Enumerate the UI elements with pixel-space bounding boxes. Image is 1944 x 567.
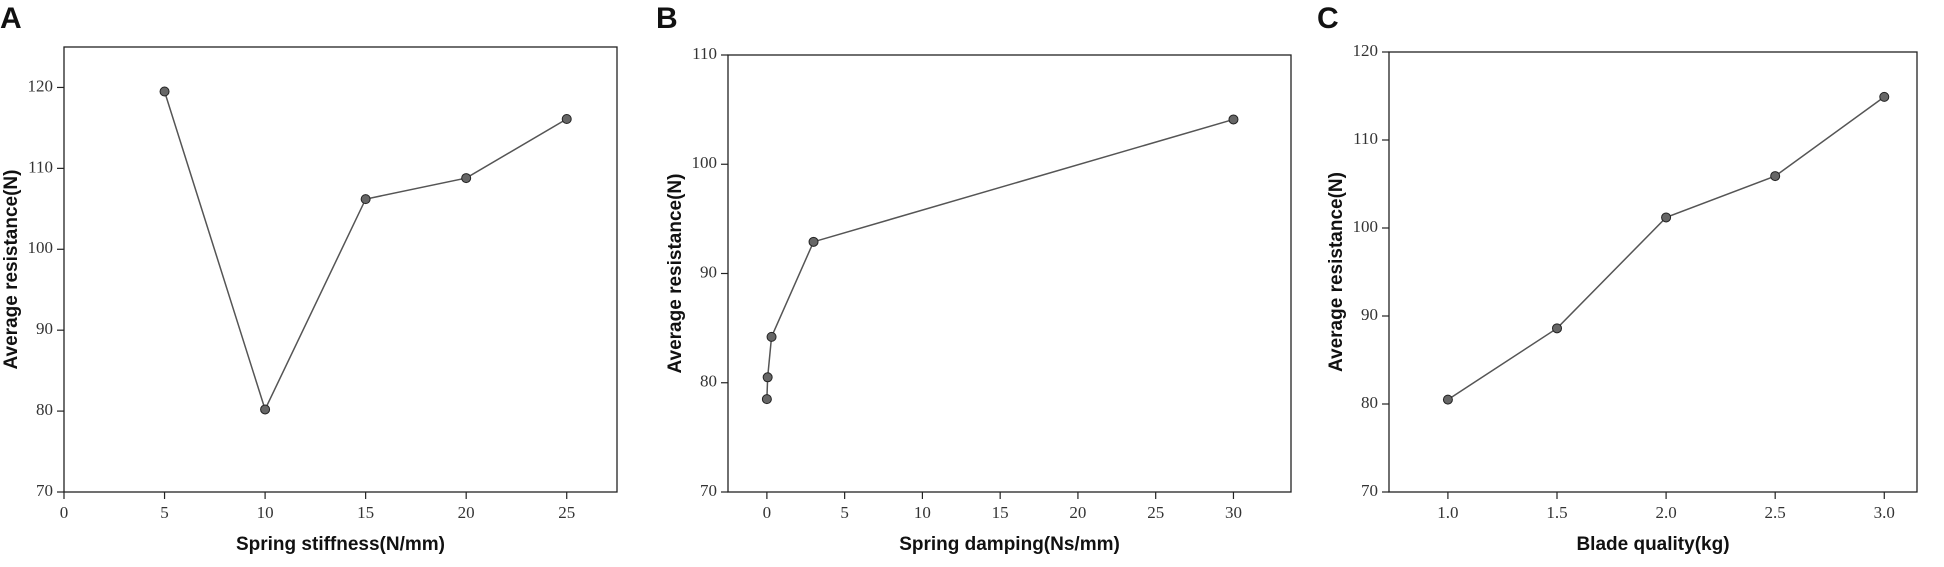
y-tick-label: 90	[1361, 305, 1378, 324]
data-line	[766, 118, 1234, 400]
data-point	[1770, 171, 1781, 182]
y-tick-label: 80	[700, 372, 717, 391]
x-tick-label: 15	[992, 503, 1009, 522]
x-tick-label: 15	[357, 503, 374, 522]
y-tick-label: 70	[700, 481, 717, 500]
x-axis-title: Spring damping(Ns/mm)	[899, 534, 1120, 555]
y-tick-label: 80	[36, 400, 53, 419]
x-axis-title: Spring stiffness(N/mm)	[236, 534, 445, 555]
y-axis-title: Average resistance(N)	[1326, 172, 1347, 372]
data-point	[1552, 323, 1562, 334]
x-tick-label: 1.5	[1546, 503, 1567, 522]
x-tick-label: 20	[1069, 503, 1086, 522]
data-point	[561, 114, 572, 125]
panel-letter: C	[1317, 2, 1339, 35]
x-tick-label: 2.5	[1765, 503, 1786, 522]
data-point	[360, 194, 371, 205]
x-tick-label: 25	[1147, 503, 1164, 522]
y-tick-label: 110	[1353, 129, 1378, 148]
y-tick-label: 120	[1353, 41, 1379, 60]
y-tick-label: 90	[36, 319, 53, 338]
y-axis-title: Average resistance(N)	[665, 174, 686, 374]
panel-letter: B	[656, 2, 678, 35]
data-point	[766, 331, 777, 342]
data-line	[1447, 96, 1885, 401]
plot-frame	[63, 46, 618, 493]
x-tick-label: 20	[458, 503, 475, 522]
data-point	[762, 372, 773, 383]
data-point	[1228, 114, 1239, 125]
y-tick-label: 80	[1361, 393, 1378, 412]
data-point	[761, 394, 772, 405]
y-tick-label: 100	[28, 238, 54, 257]
x-tick-label: 25	[558, 503, 575, 522]
y-tick-label: 110	[28, 157, 53, 176]
y-tick-label: 70	[1361, 481, 1378, 500]
y-axis-title: Average resistance(N)	[1, 170, 22, 370]
y-tick-label: 70	[36, 481, 53, 500]
data-point	[159, 86, 170, 97]
x-tick-label: 2.0	[1655, 503, 1676, 522]
y-tick-label: 120	[28, 76, 54, 95]
x-tick-label: 10	[257, 503, 274, 522]
data-point	[808, 236, 819, 247]
data-point	[461, 173, 472, 184]
y-tick-label: 100	[692, 153, 718, 172]
y-tick-label: 90	[700, 262, 717, 281]
data-point	[1879, 91, 1890, 102]
plot-frame	[727, 54, 1292, 493]
x-tick-label: 0	[763, 503, 772, 522]
plot-frame	[1388, 51, 1918, 493]
x-tick-label: 10	[914, 503, 931, 522]
panel-letter: A	[0, 2, 22, 35]
x-tick-label: 0	[60, 503, 69, 522]
data-point	[260, 404, 271, 415]
data-line	[163, 91, 568, 412]
x-tick-label: 5	[160, 503, 169, 522]
data-point	[1661, 212, 1672, 223]
x-tick-label: 30	[1225, 503, 1242, 522]
y-tick-label: 110	[692, 44, 717, 63]
x-tick-label: 1.0	[1437, 503, 1458, 522]
x-tick-label: 3.0	[1874, 503, 1895, 522]
x-tick-label: 5	[840, 503, 849, 522]
y-tick-label: 100	[1353, 217, 1379, 236]
x-axis-title: Blade quality(kg)	[1576, 534, 1729, 555]
data-point	[1442, 394, 1453, 405]
